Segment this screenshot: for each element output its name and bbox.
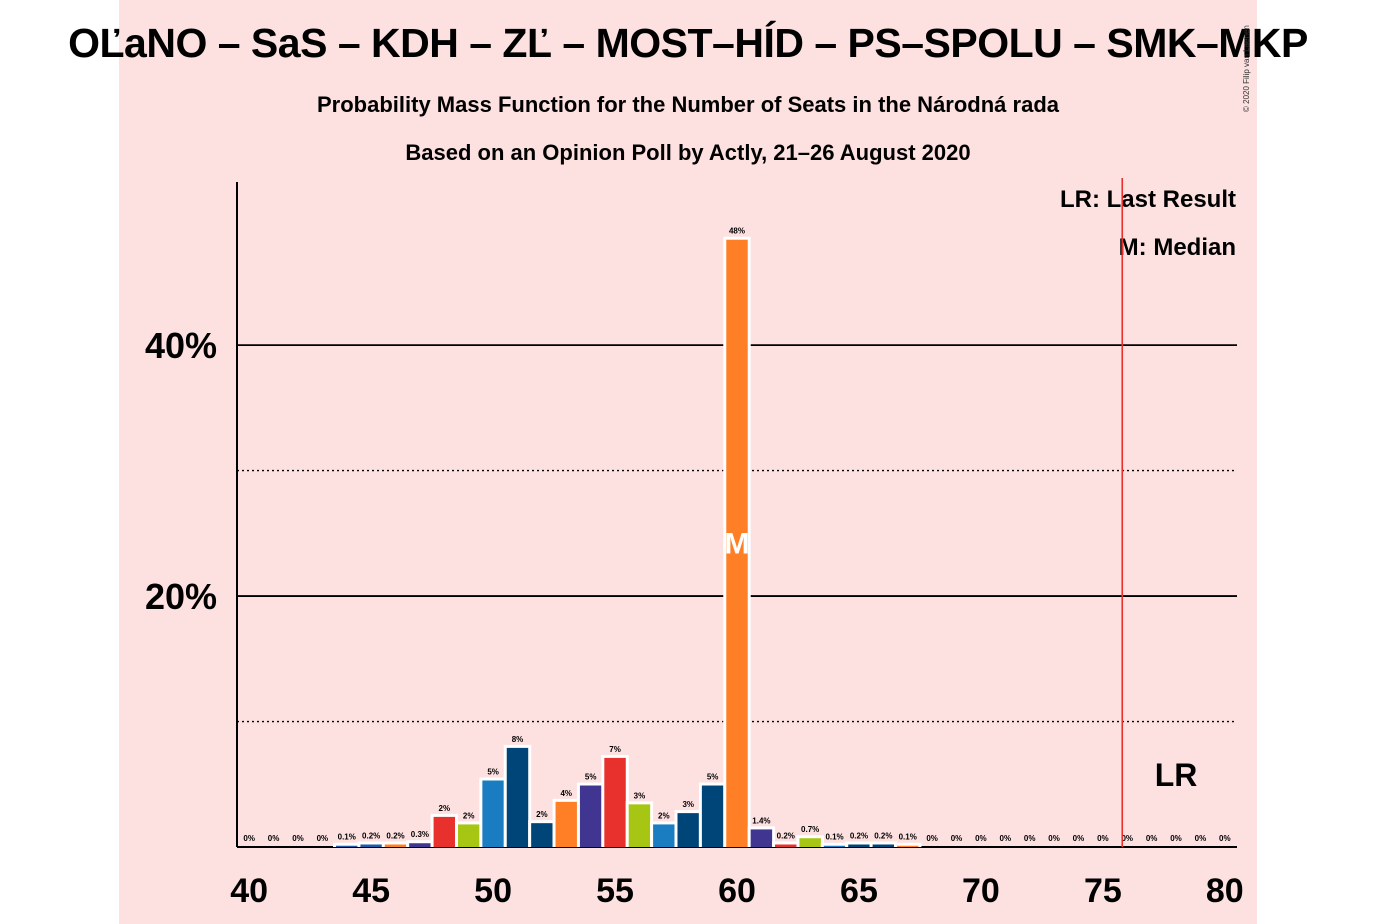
bar-value-label: 4%	[560, 789, 572, 798]
bar-value-label: 0.3%	[411, 830, 429, 839]
bar-value-label: 3%	[682, 800, 694, 809]
bar-halo	[845, 841, 873, 847]
bar-value-label: 0%	[951, 834, 963, 843]
chart-source: Based on an Opinion Poll by Actly, 21–26…	[405, 140, 971, 165]
bar	[799, 838, 821, 847]
bar-value-label: 0%	[1121, 834, 1133, 843]
bar-value-label: 8%	[512, 735, 524, 744]
x-tick-label: 60	[718, 872, 756, 910]
bar	[531, 823, 553, 847]
bar-value-label: 0%	[1024, 834, 1036, 843]
bar-value-label: 0%	[268, 834, 280, 843]
bar-value-label: 2%	[463, 811, 475, 820]
bar-value-label: 0.2%	[362, 831, 380, 840]
bar-value-label: 0%	[1219, 834, 1231, 843]
bar-value-label: 0%	[292, 834, 304, 843]
bar-value-label: 0%	[1146, 834, 1158, 843]
chart-subtitle: Probability Mass Function for the Number…	[317, 92, 1059, 117]
axes: 20% 40% 40 45 50 55 60 65 70 75 80	[145, 182, 1244, 910]
x-tick-label: 65	[840, 872, 878, 910]
bar-value-label: 0.2%	[874, 831, 892, 840]
bars	[333, 236, 922, 847]
y-tick-label: 40%	[145, 325, 217, 366]
median-marker: M	[725, 527, 750, 560]
bar-value-label: 2%	[536, 810, 548, 819]
bar-value-label: 0.7%	[801, 825, 819, 834]
bar-value-label: 0%	[1170, 834, 1182, 843]
bar	[653, 824, 675, 847]
bar-value-label: 0%	[1048, 834, 1060, 843]
bar	[360, 844, 382, 847]
bar-value-label: 0.2%	[850, 831, 868, 840]
bar	[384, 844, 407, 847]
bar	[848, 844, 870, 847]
bar-halo	[894, 842, 922, 847]
bar-value-label: 0%	[1000, 834, 1012, 843]
bar-value-label: 3%	[634, 791, 646, 800]
bar	[628, 804, 651, 847]
bar-value-label: 7%	[609, 745, 621, 754]
bar	[482, 780, 504, 847]
bar	[750, 829, 773, 847]
bar-value-label: 5%	[707, 773, 719, 782]
legend-last-result: LR: Last Result	[1059, 186, 1236, 213]
x-tick-label: 40	[230, 872, 268, 910]
x-tick-label: 80	[1206, 872, 1244, 910]
bar	[823, 845, 846, 847]
bar-halo	[357, 841, 385, 847]
bar-halo	[381, 841, 410, 847]
markers: M LR	[725, 178, 1198, 847]
bar	[457, 824, 480, 847]
bar-value-label: 0.1%	[825, 833, 843, 842]
x-tick-label: 70	[962, 872, 1000, 910]
bar-value-label: 48%	[729, 227, 745, 236]
y-tick-label: 20%	[145, 576, 217, 617]
bar	[336, 845, 358, 847]
bar-value-label: 0.2%	[386, 831, 404, 840]
bar	[872, 844, 895, 847]
bar-value-label: 0.1%	[899, 833, 917, 842]
x-tick-label: 75	[1084, 872, 1122, 910]
bar-value-label: 0.2%	[777, 831, 795, 840]
chart-title: OĽaNO – SaS – KDH – ZĽ – MOST–HÍD – PS–S…	[68, 20, 1308, 66]
bar-value-label: 5%	[585, 773, 597, 782]
bar-value-label: 0%	[926, 834, 938, 843]
bar	[775, 844, 797, 847]
bar-value-label: 0%	[1073, 834, 1085, 843]
bar	[677, 813, 699, 847]
bar-value-label: 0%	[975, 834, 987, 843]
plot-background	[119, 0, 1257, 924]
bar	[555, 801, 577, 847]
bar	[409, 843, 431, 847]
bar-value-label: 0%	[317, 834, 329, 843]
x-tick-label: 50	[474, 872, 512, 910]
bar-value-label: 1.4%	[752, 816, 770, 825]
x-tick-label: 45	[352, 872, 390, 910]
bar-value-label: 0%	[243, 834, 255, 843]
bar-value-label: 2%	[439, 804, 451, 813]
bar-labels: 0% 0% 0% 0% 0.1% 0.2% 0.2% 0.3% 2% 2% 5% 8% 2% 4% 5% 7%…	[243, 227, 1230, 843]
bar-value-label: 0%	[1195, 834, 1207, 843]
bar-halo	[869, 841, 898, 847]
bar	[726, 239, 748, 847]
bar	[506, 747, 529, 847]
x-tick-label: 55	[596, 872, 634, 910]
bar-halo	[333, 842, 361, 847]
legend-median: M: Median	[1118, 234, 1236, 261]
bar-value-label: 2%	[658, 811, 670, 820]
bar	[604, 757, 626, 847]
bar	[433, 816, 456, 847]
bar	[897, 845, 919, 847]
bar-halo	[820, 842, 849, 847]
bar-value-label: 0%	[1097, 834, 1109, 843]
bar-value-label: 0.1%	[338, 833, 356, 842]
bar-halo	[772, 841, 800, 847]
bar-value-label: 5%	[487, 768, 499, 777]
bar	[701, 785, 724, 847]
bar	[579, 785, 602, 847]
last-result-label: LR	[1155, 757, 1198, 793]
